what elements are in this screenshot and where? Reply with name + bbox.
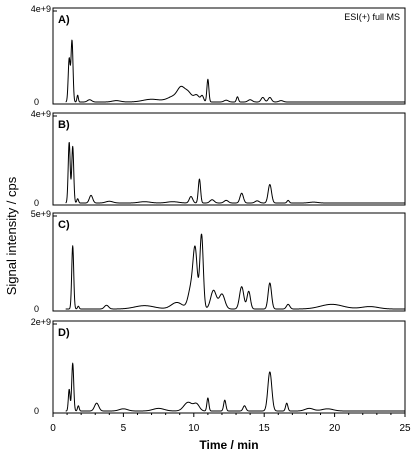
y-tick-label-zero: 0 xyxy=(34,198,39,208)
y-tick-label-zero: 0 xyxy=(34,304,39,314)
panel-label: A) xyxy=(58,14,70,26)
y-axis-label: Signal intensity / cps xyxy=(4,176,19,295)
panel-frame xyxy=(52,320,406,414)
y-tick-label-max: 4e+9 xyxy=(31,109,51,119)
chromatogram-trace xyxy=(65,39,406,103)
panel-frame xyxy=(52,112,406,206)
panel-b: 4e+9 0 B) xyxy=(31,109,406,208)
y-tick-label-max: 5e+9 xyxy=(31,209,51,219)
x-tick-label: 0 xyxy=(50,423,56,434)
panels-group: 4e+90A) ESI(+) full MS4e+90B)5e+90C)2e+90… xyxy=(31,4,406,416)
x-tick-label: 10 xyxy=(188,423,200,434)
panel-frame xyxy=(52,212,406,312)
panel-d: 2e+9 0 D) xyxy=(31,317,406,416)
panel-c: 5e+9 0 C) xyxy=(31,209,406,314)
y-tick-label-max: 4e+9 xyxy=(31,4,51,14)
y-tick-label-max: 2e+9 xyxy=(31,317,51,327)
panel-annotation: ESI(+) full MS xyxy=(344,12,400,22)
chromatogram-trace xyxy=(65,233,406,310)
y-tick-label-zero: 0 xyxy=(34,97,39,107)
panel-frame xyxy=(52,7,406,105)
x-axis-label: Time / min xyxy=(199,438,258,452)
x-tick-label: 20 xyxy=(329,423,341,434)
panel-a: 4e+9 0 A) ESI(+) full MS xyxy=(31,4,406,107)
x-tick-label: 5 xyxy=(121,423,127,434)
x-tick-label: 25 xyxy=(399,423,411,434)
chromatogram-trace xyxy=(65,142,406,204)
panel-label: C) xyxy=(58,219,70,231)
panel-label: D) xyxy=(58,327,70,339)
y-tick-label-zero: 0 xyxy=(34,406,39,416)
panel-label: B) xyxy=(58,119,70,131)
x-tick-label: 15 xyxy=(259,423,271,434)
chromatogram-trace xyxy=(65,362,406,412)
x-axis: 0 5 10 15 20 25 xyxy=(50,413,411,434)
